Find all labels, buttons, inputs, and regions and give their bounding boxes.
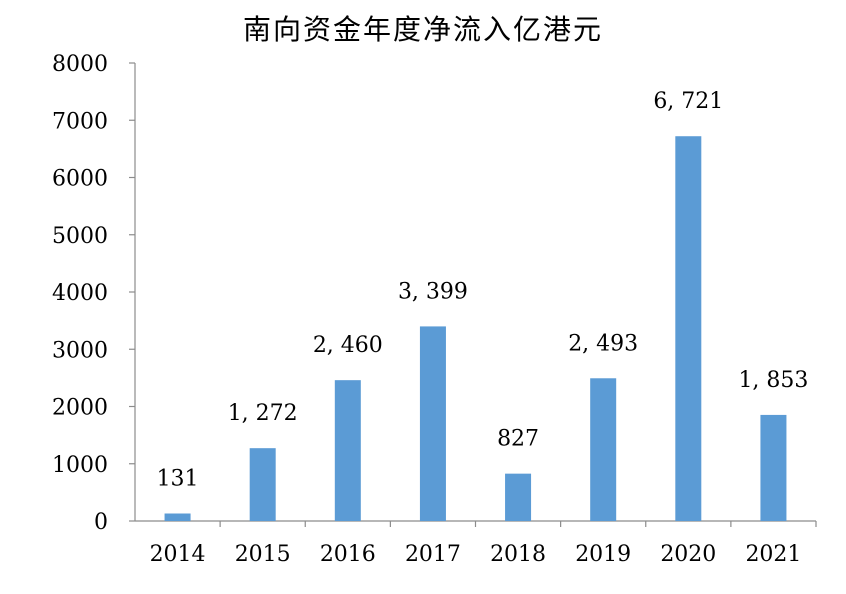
y-tick-label: 1000 — [52, 453, 108, 478]
x-tick-label: 2014 — [150, 542, 206, 567]
data-label: 6, 721 — [653, 89, 723, 114]
data-label: 1, 272 — [228, 401, 298, 426]
bar — [249, 448, 276, 521]
data-label: 2, 493 — [568, 331, 638, 356]
data-label: 827 — [497, 427, 539, 452]
y-tick-label: 8000 — [52, 52, 108, 77]
y-tick-label: 5000 — [52, 224, 108, 249]
data-label: 131 — [157, 467, 199, 492]
x-tick-label: 2021 — [745, 542, 801, 567]
y-tick-label: 3000 — [52, 338, 108, 363]
y-tick-label: 2000 — [52, 396, 108, 421]
x-tick-label: 2017 — [405, 542, 461, 567]
bar — [675, 136, 702, 521]
bar — [164, 513, 191, 521]
x-tick-label: 2016 — [320, 542, 376, 567]
bar — [590, 378, 617, 521]
x-tick-label: 2020 — [660, 542, 716, 567]
bars — [164, 136, 787, 521]
chart-title: 南向资金年度净流入亿港元 — [242, 13, 603, 46]
x-tick-label: 2018 — [490, 542, 546, 567]
x-tick-label: 2015 — [235, 542, 291, 567]
bar — [419, 326, 446, 521]
bar — [760, 414, 787, 521]
y-tick-label: 4000 — [52, 281, 108, 306]
x-tick-label: 2019 — [575, 542, 631, 567]
axes: 0 1000 2000 3000 4000 5000 6000 7000 8000 — [52, 52, 817, 535]
bar — [334, 380, 361, 521]
bar — [505, 473, 532, 521]
y-tick-label: 7000 — [52, 109, 108, 134]
y-tick-label: 6000 — [52, 167, 108, 192]
data-label: 3, 399 — [398, 279, 468, 304]
data-label: 1, 853 — [738, 368, 808, 393]
labels: 2014 131 2015 1, 272 2016 2, 460 2017 3, 399 201… — [150, 89, 809, 567]
data-label: 2, 460 — [313, 333, 383, 358]
y-tick-label: 0 — [94, 510, 108, 535]
